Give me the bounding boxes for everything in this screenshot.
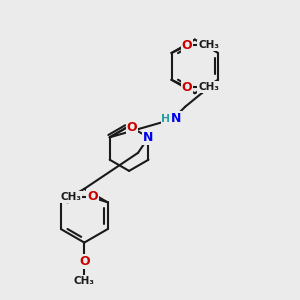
Text: O: O [182, 39, 192, 52]
Text: O: O [182, 81, 192, 94]
Text: CH₃: CH₃ [198, 82, 219, 92]
Text: O: O [87, 190, 98, 203]
Text: O: O [127, 121, 137, 134]
Text: CH₃: CH₃ [74, 276, 95, 286]
Text: H: H [161, 114, 171, 124]
Text: N: N [143, 131, 154, 144]
Text: N: N [170, 112, 181, 125]
Text: O: O [79, 255, 90, 268]
Text: CH₃: CH₃ [198, 40, 219, 50]
Text: CH₃: CH₃ [60, 192, 81, 202]
